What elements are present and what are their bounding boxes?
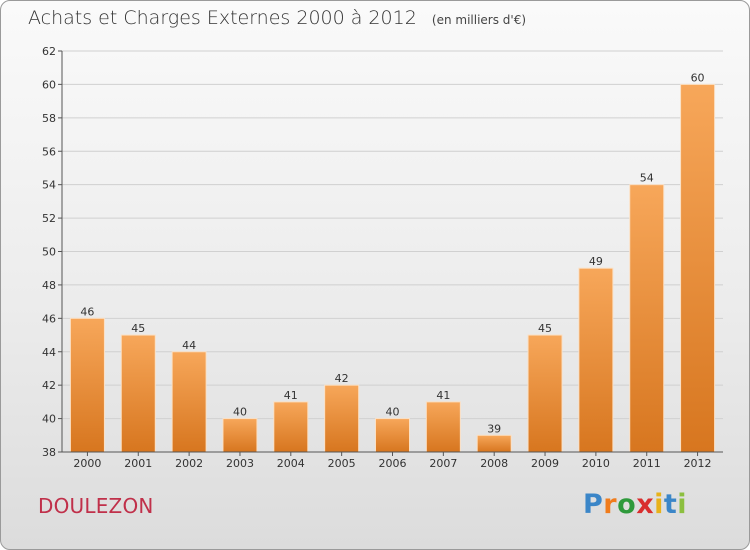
x-tick-label: 2003 (226, 457, 254, 470)
y-tick-label: 54 (42, 179, 56, 192)
bar (680, 83, 716, 453)
bar (578, 267, 614, 453)
data-label: 45 (538, 322, 552, 335)
axes: 38 40 42 44 46 48 50 52 54 56 58 60 62 2000 2001 2002 20… (42, 45, 723, 470)
chart-title: Achats et Charges Externes 2000 à 2012 (… (28, 7, 526, 29)
bar (425, 401, 461, 453)
y-tick-label: 58 (42, 112, 56, 125)
x-tick-label: 2011 (633, 457, 661, 470)
y-tick-label: 48 (42, 279, 56, 292)
data-label: 44 (182, 339, 196, 352)
proxiti-logo: Proxiti (583, 489, 687, 520)
grid-lines (62, 50, 723, 453)
data-label: 60 (691, 71, 705, 84)
y-tick-label: 52 (42, 212, 56, 225)
data-label: 54 (640, 172, 654, 185)
data-label: 40 (233, 406, 247, 419)
y-tick-label: 50 (42, 246, 56, 259)
logo-letter: i (654, 489, 664, 520)
bar (629, 184, 665, 453)
x-tick-label: 2004 (277, 457, 305, 470)
logo-letter: i (677, 489, 688, 520)
bar (222, 418, 258, 453)
x-tick-label: 2005 (328, 457, 356, 470)
bars: 46 45 44 40 41 42 40 41 39 45 49 54 60 (69, 71, 716, 453)
data-label: 41 (284, 389, 298, 402)
chart-unit-note: (en milliers d'€) (431, 13, 527, 27)
data-label: 49 (589, 255, 603, 268)
x-tick-label: 2007 (429, 457, 457, 470)
y-tick-label: 42 (42, 379, 56, 392)
data-label: 45 (131, 322, 145, 335)
data-label: 46 (80, 305, 94, 318)
y-tick-label: 38 (42, 446, 56, 459)
x-tick-label: 2001 (124, 457, 152, 470)
data-label: 39 (487, 422, 501, 435)
x-tick-label: 2009 (531, 457, 559, 470)
location-label: DOULEZON (38, 494, 154, 518)
data-label: 40 (386, 406, 400, 419)
logo-letter: x (636, 489, 655, 520)
x-tick-label: 2000 (73, 457, 101, 470)
bar (324, 384, 360, 453)
bar (375, 418, 410, 453)
bar (476, 434, 512, 453)
x-tick-label: 2008 (480, 457, 508, 470)
bar (120, 334, 156, 453)
data-label: 42 (335, 372, 349, 385)
x-tick-label: 2006 (379, 457, 407, 470)
y-tick-label: 62 (42, 45, 56, 58)
x-tick-label: 2002 (175, 457, 203, 470)
bar (273, 401, 309, 453)
bar (527, 334, 563, 453)
logo-letter: P (583, 489, 604, 520)
x-tick-label: 2010 (582, 457, 610, 470)
bar (69, 317, 105, 453)
y-tick-label: 56 (42, 145, 56, 158)
y-tick-label: 40 (42, 413, 56, 426)
logo-letter: t (663, 489, 678, 520)
chart-title-text: Achats et Charges Externes 2000 à 2012 (28, 7, 417, 29)
y-tick-label: 44 (42, 346, 56, 359)
y-tick-label: 60 (42, 78, 56, 91)
bar (171, 351, 207, 453)
x-tick-label: 2012 (684, 457, 712, 470)
y-tick-label: 46 (42, 312, 56, 325)
data-label: 41 (436, 389, 450, 402)
logo-letter: o (617, 489, 637, 520)
logo-letter: r (603, 489, 618, 520)
